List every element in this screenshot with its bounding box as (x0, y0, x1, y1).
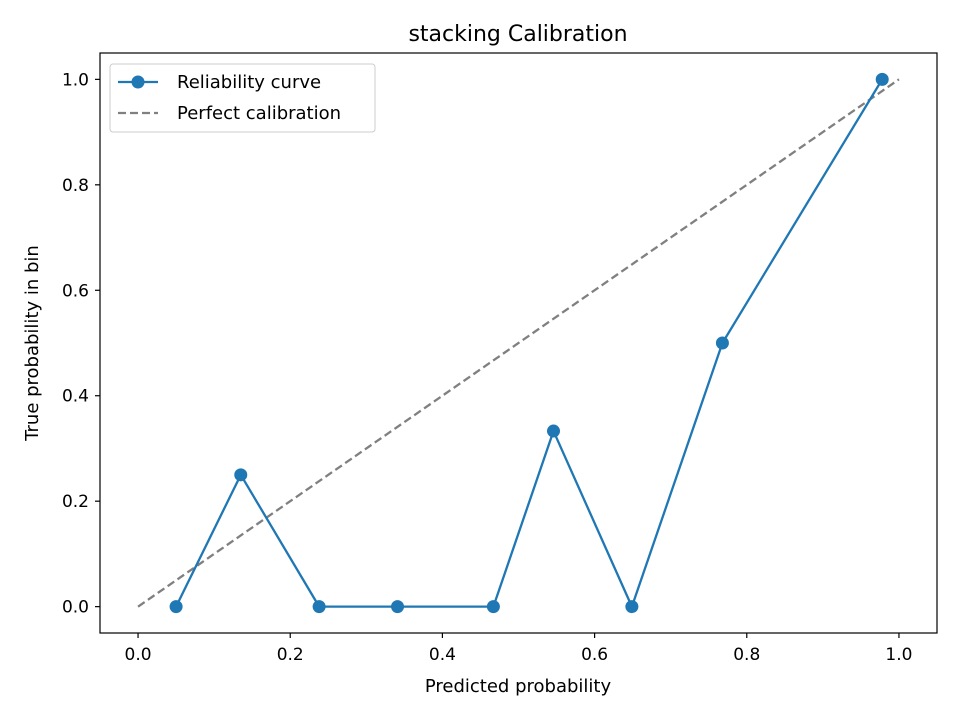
x-axis-label: Predicted probability (425, 676, 612, 697)
legend: Reliability curve Perfect calibration (109, 63, 376, 133)
x-tick-label: 0.8 (733, 645, 760, 665)
x-tick-label: 0.0 (125, 645, 152, 665)
x-tick-label: 0.4 (429, 645, 456, 665)
y-tick-label: 0.2 (62, 492, 89, 512)
reliability-point (625, 600, 639, 614)
x-tick-label: 1.0 (885, 645, 912, 665)
y-tick-label: 0.8 (62, 176, 89, 196)
plot-frame (99, 52, 938, 634)
reliability-point (875, 72, 889, 86)
chart-title: stacking Calibration (408, 22, 627, 47)
y-tick-label: 1.0 (62, 70, 89, 90)
reliability-point (234, 468, 248, 482)
reliability-point (486, 600, 500, 614)
y-axis-label: True probability in bin (22, 245, 43, 442)
reliability-point (169, 600, 183, 614)
reliability-point (715, 336, 729, 350)
y-tick-label: 0.4 (62, 387, 89, 407)
y-tick-label: 0.6 (62, 281, 89, 301)
x-tick-label: 0.6 (581, 645, 608, 665)
x-tick-label: 0.2 (277, 645, 304, 665)
reliability-point (391, 600, 405, 614)
legend-perfect-label: Perfect calibration (177, 103, 341, 124)
perfect-calibration-line (137, 78, 900, 608)
y-tick-label: 0.0 (62, 598, 89, 618)
legend-reliability-label: Reliability curve (177, 72, 321, 93)
reliability-point (547, 424, 560, 438)
legend-reliability-marker (131, 75, 145, 89)
legend-box (109, 63, 376, 133)
reliability-point (312, 600, 326, 614)
